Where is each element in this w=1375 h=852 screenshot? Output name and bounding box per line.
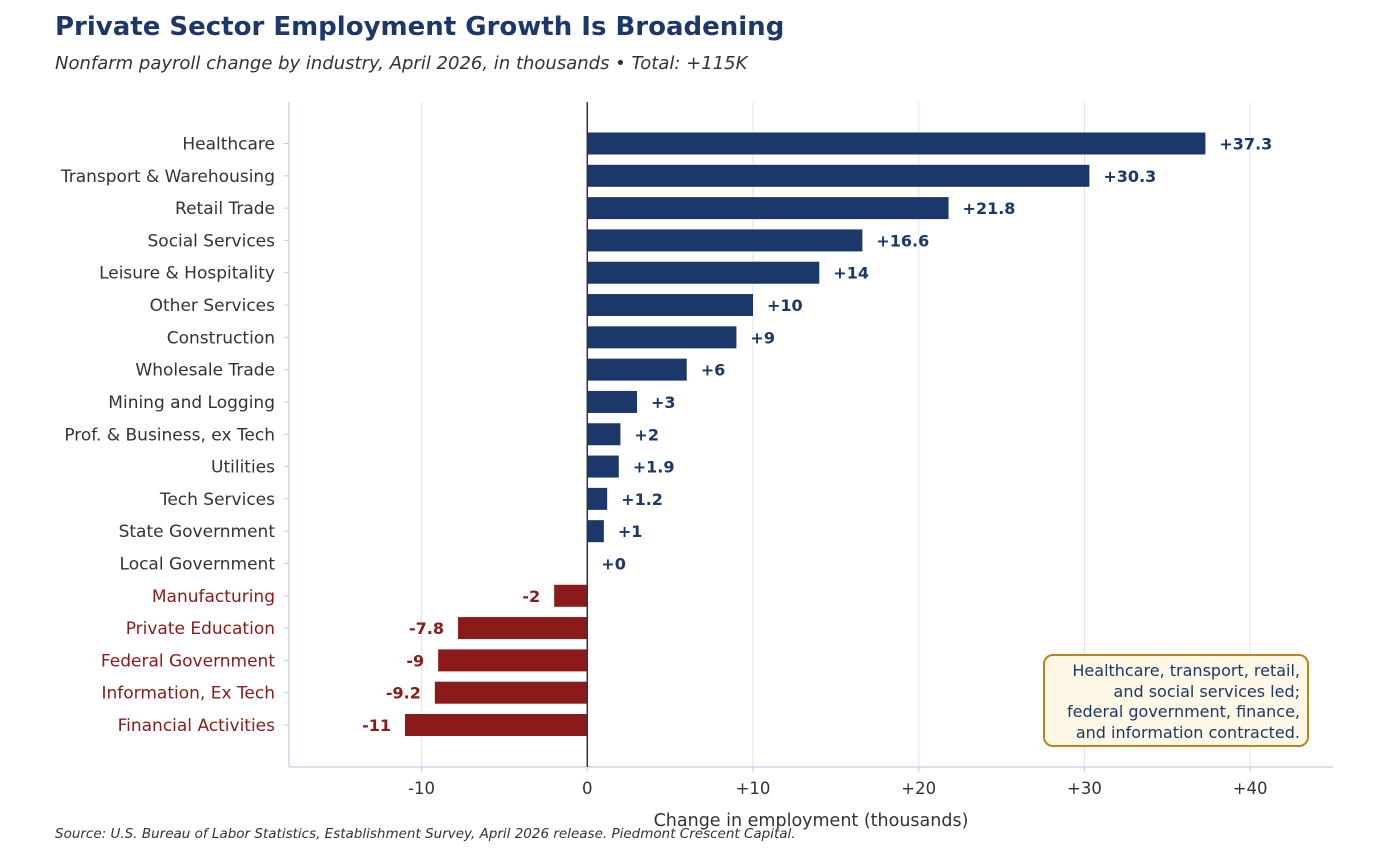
bars [405, 132, 1206, 736]
data-label: -2 [522, 587, 540, 606]
category-label: Manufacturing [152, 587, 275, 607]
x-tick-labels: -10 0 +10 +20 +30 +40 [408, 779, 1267, 798]
category-label: Financial Activities [118, 716, 276, 736]
x-axis-label: Change in employment (thousands) [654, 811, 969, 831]
data-label: +21.8 [963, 199, 1016, 218]
bar [587, 229, 863, 252]
bar [587, 390, 637, 413]
axes [284, 102, 1333, 772]
category-label: Leisure & Hospitality [99, 264, 275, 284]
category-label: Tech Services [159, 490, 275, 510]
data-label: +1.2 [621, 490, 663, 509]
bar [434, 681, 588, 704]
bar [587, 326, 737, 349]
bar [587, 455, 619, 478]
category-labels: Healthcare Transport & Warehousing Retail … [60, 135, 275, 737]
category-label: Retail Trade [175, 199, 275, 219]
category-label: Other Services [150, 296, 276, 316]
annotation-line: federal government, finance, [1067, 702, 1300, 721]
bar [587, 423, 621, 446]
data-label: -9 [406, 651, 424, 670]
x-tick-label: -10 [408, 779, 435, 798]
bar [587, 132, 1206, 155]
category-label: Social Services [148, 231, 276, 251]
category-label: Local Government [120, 554, 276, 574]
x-tick-label: +10 [736, 779, 771, 798]
category-label: Private Education [126, 619, 275, 639]
data-label: +6 [701, 361, 726, 380]
category-label: Transport & Warehousing [60, 167, 275, 187]
data-label: +2 [634, 425, 659, 444]
x-tick-label: 0 [582, 779, 593, 798]
category-label: Construction [167, 328, 275, 348]
data-label: +3 [651, 393, 676, 412]
data-label: +37.3 [1219, 135, 1272, 154]
bar [587, 487, 608, 510]
bar [458, 617, 588, 640]
chart-title: Private Sector Employment Growth Is Broa… [55, 12, 785, 42]
data-label: +10 [767, 296, 803, 315]
data-label: -9.2 [386, 684, 421, 703]
bar [438, 649, 588, 672]
category-label: Wholesale Trade [135, 361, 275, 381]
annotation-box: Healthcare, transport, retail, and socia… [1043, 654, 1309, 747]
source-note: Source: U.S. Bureau of Labor Statistics,… [55, 826, 796, 842]
category-label: Prof. & Business, ex Tech [64, 425, 275, 445]
x-tick-label: +30 [1067, 779, 1102, 798]
annotation-line: and information contracted. [1075, 722, 1300, 742]
data-label: +9 [750, 328, 775, 347]
bar [587, 261, 820, 284]
data-label: +30.3 [1103, 167, 1156, 186]
data-labels: +37.3 +30.3 +21.8 +16.6 +14 +10 +9 +6 +3 +2 +1.9 +1… [362, 135, 1272, 736]
category-label: State Government [119, 522, 276, 542]
data-label: +14 [833, 264, 869, 283]
x-tick-label: +40 [1233, 779, 1268, 798]
bar [587, 520, 604, 543]
bar [587, 164, 1090, 187]
x-tick-label: +20 [901, 779, 936, 798]
chart-subtitle: Nonfarm payroll change by industry, Apri… [55, 53, 748, 74]
category-label: Healthcare [182, 135, 275, 155]
bar [587, 197, 949, 220]
category-label: Federal Government [101, 651, 275, 671]
category-label: Mining and Logging [108, 393, 275, 413]
data-label: +16.6 [876, 231, 929, 250]
data-label: +0 [601, 554, 626, 573]
bar [587, 294, 753, 317]
bar [554, 584, 588, 607]
bar [405, 714, 588, 736]
annotation-line: Healthcare, transport, retail, [1072, 661, 1300, 680]
data-label: +1.9 [633, 458, 675, 477]
category-label: Utilities [211, 458, 275, 478]
annotation-line: and social services led; [1113, 681, 1300, 701]
bar [587, 358, 687, 381]
data-label: +1 [618, 522, 643, 541]
category-label: Information, Ex Tech [102, 684, 276, 704]
data-label: -7.8 [409, 619, 444, 638]
data-label: -11 [362, 716, 391, 735]
